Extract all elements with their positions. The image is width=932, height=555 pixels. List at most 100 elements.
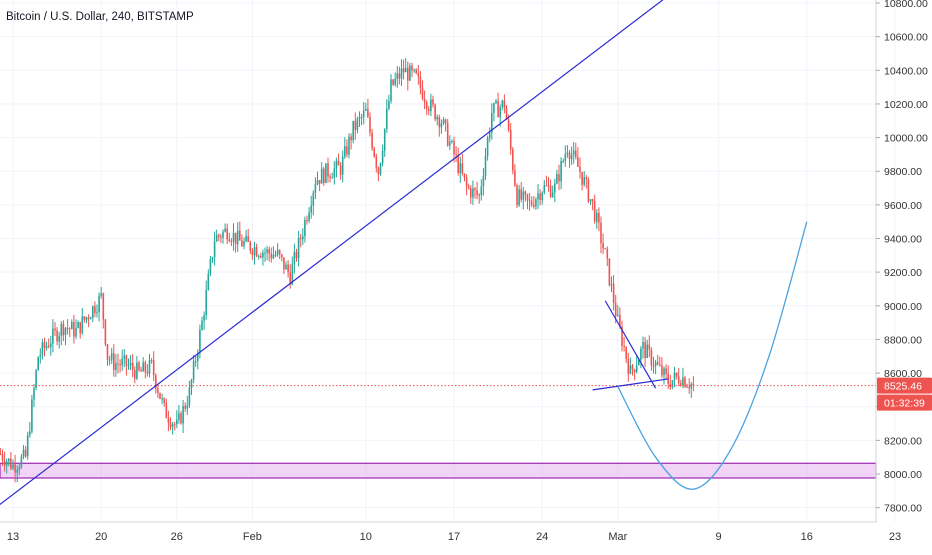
- candle-body: [201, 320, 203, 330]
- candle-body: [514, 170, 516, 186]
- candle-body: [325, 163, 327, 183]
- candle-body: [293, 251, 296, 265]
- candle-body: [110, 353, 113, 360]
- candle-body: [226, 228, 228, 240]
- candle-body: [396, 73, 399, 79]
- candle-body: [568, 152, 571, 160]
- candle-body: [31, 399, 33, 432]
- candle-body: [365, 108, 367, 111]
- candle-body: [407, 67, 409, 81]
- candle-body: [323, 168, 325, 183]
- candle-body: [358, 116, 361, 119]
- y-tick-label: 8000.00: [884, 469, 922, 481]
- candle-body: [383, 128, 386, 151]
- candle-body: [190, 379, 193, 388]
- candle-body: [169, 422, 172, 428]
- candle-body: [304, 220, 306, 237]
- candle-body: [591, 199, 594, 202]
- candle-body: [404, 67, 407, 73]
- candle-body: [199, 329, 201, 354]
- candle-body: [642, 342, 644, 349]
- y-tick-label: 9400.00: [884, 234, 922, 246]
- candle-body: [150, 359, 153, 361]
- grid-lines: [0, 0, 896, 522]
- candle-body: [556, 174, 558, 184]
- candle-body: [539, 193, 541, 200]
- candle-body: [625, 346, 627, 359]
- candle-body: [507, 119, 510, 130]
- candle-body: [194, 360, 197, 362]
- last-price-badge: [877, 377, 932, 394]
- candle-body: [243, 241, 245, 247]
- candle-body: [1, 453, 4, 461]
- candle-body: [579, 166, 581, 172]
- candle-body: [388, 101, 390, 109]
- candle-body: [581, 171, 583, 185]
- candle-body: [631, 365, 634, 370]
- candle-body: [89, 318, 92, 320]
- candle-body: [257, 256, 260, 258]
- candle-body: [211, 257, 214, 260]
- candle-body: [354, 120, 357, 130]
- candle-body: [142, 362, 144, 372]
- candle-body: [121, 358, 123, 366]
- candle-body: [241, 240, 243, 247]
- candle-body: [575, 150, 577, 158]
- candle-body: [134, 369, 136, 379]
- candle-body: [362, 110, 365, 117]
- candle-body: [268, 249, 270, 254]
- candle-body: [186, 405, 189, 409]
- countdown-label: 01:32:39: [884, 398, 925, 410]
- candle-body: [558, 174, 560, 182]
- candle-body: [26, 435, 29, 457]
- candle-body: [58, 335, 60, 342]
- candle-body: [524, 191, 527, 195]
- candle-body: [37, 357, 39, 371]
- candle-body: [16, 469, 18, 473]
- candle-body: [554, 183, 556, 193]
- candle-body: [635, 365, 638, 372]
- candle-body: [551, 192, 554, 197]
- candle-body: [400, 68, 403, 79]
- y-tick-label: 10800.00: [884, 0, 928, 10]
- candle-body: [688, 386, 690, 389]
- candle-body: [614, 302, 617, 316]
- candle-body: [417, 73, 420, 77]
- candle-body: [144, 362, 147, 372]
- candle-body: [264, 252, 266, 254]
- candle-body: [203, 315, 205, 321]
- candle-body: [360, 116, 363, 118]
- candle-body: [375, 156, 378, 168]
- candle-body: [503, 100, 506, 108]
- candle-body: [24, 449, 27, 457]
- candle-body: [87, 317, 90, 320]
- candle-body: [482, 175, 485, 187]
- candle-body: [138, 362, 140, 370]
- flat-trendline: [592, 378, 669, 391]
- candle-body: [146, 371, 149, 374]
- candle-body: [247, 236, 249, 242]
- candle-body: [228, 239, 231, 242]
- candle-body: [619, 314, 621, 327]
- chart-title: Bitcoin / U.S. Dollar, 240, BITSTAMP: [6, 11, 194, 23]
- candle-body: [83, 316, 86, 320]
- candle-body: [329, 176, 331, 178]
- candle-body: [373, 148, 375, 157]
- candle-body: [43, 342, 46, 348]
- candle-body: [22, 449, 25, 457]
- x-tick-label: 24: [536, 531, 548, 543]
- candle-body: [541, 192, 543, 200]
- y-tick-label: 10600.00: [884, 32, 928, 44]
- candle-body: [192, 361, 195, 380]
- candle-body: [495, 100, 497, 103]
- candle-body: [14, 464, 16, 473]
- candle-body: [675, 372, 678, 377]
- candle-body: [281, 254, 283, 258]
- candle-body: [583, 177, 585, 185]
- candle-body: [220, 236, 222, 238]
- candle-body: [176, 419, 178, 425]
- candle-body: [434, 104, 436, 120]
- candle-body: [533, 204, 535, 207]
